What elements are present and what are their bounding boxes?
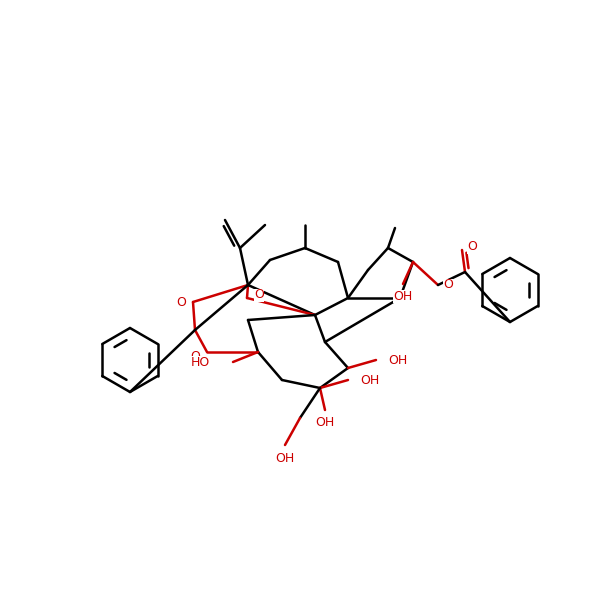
Text: OH: OH (316, 415, 335, 428)
Text: OH: OH (275, 451, 295, 464)
Text: O: O (254, 289, 264, 301)
Text: OH: OH (388, 353, 407, 367)
Text: O: O (190, 350, 200, 364)
Text: O: O (176, 295, 186, 308)
Text: O: O (443, 278, 453, 292)
Text: OH: OH (361, 373, 380, 386)
Text: HO: HO (191, 355, 210, 368)
Text: O: O (467, 241, 477, 253)
Text: OH: OH (394, 289, 413, 302)
